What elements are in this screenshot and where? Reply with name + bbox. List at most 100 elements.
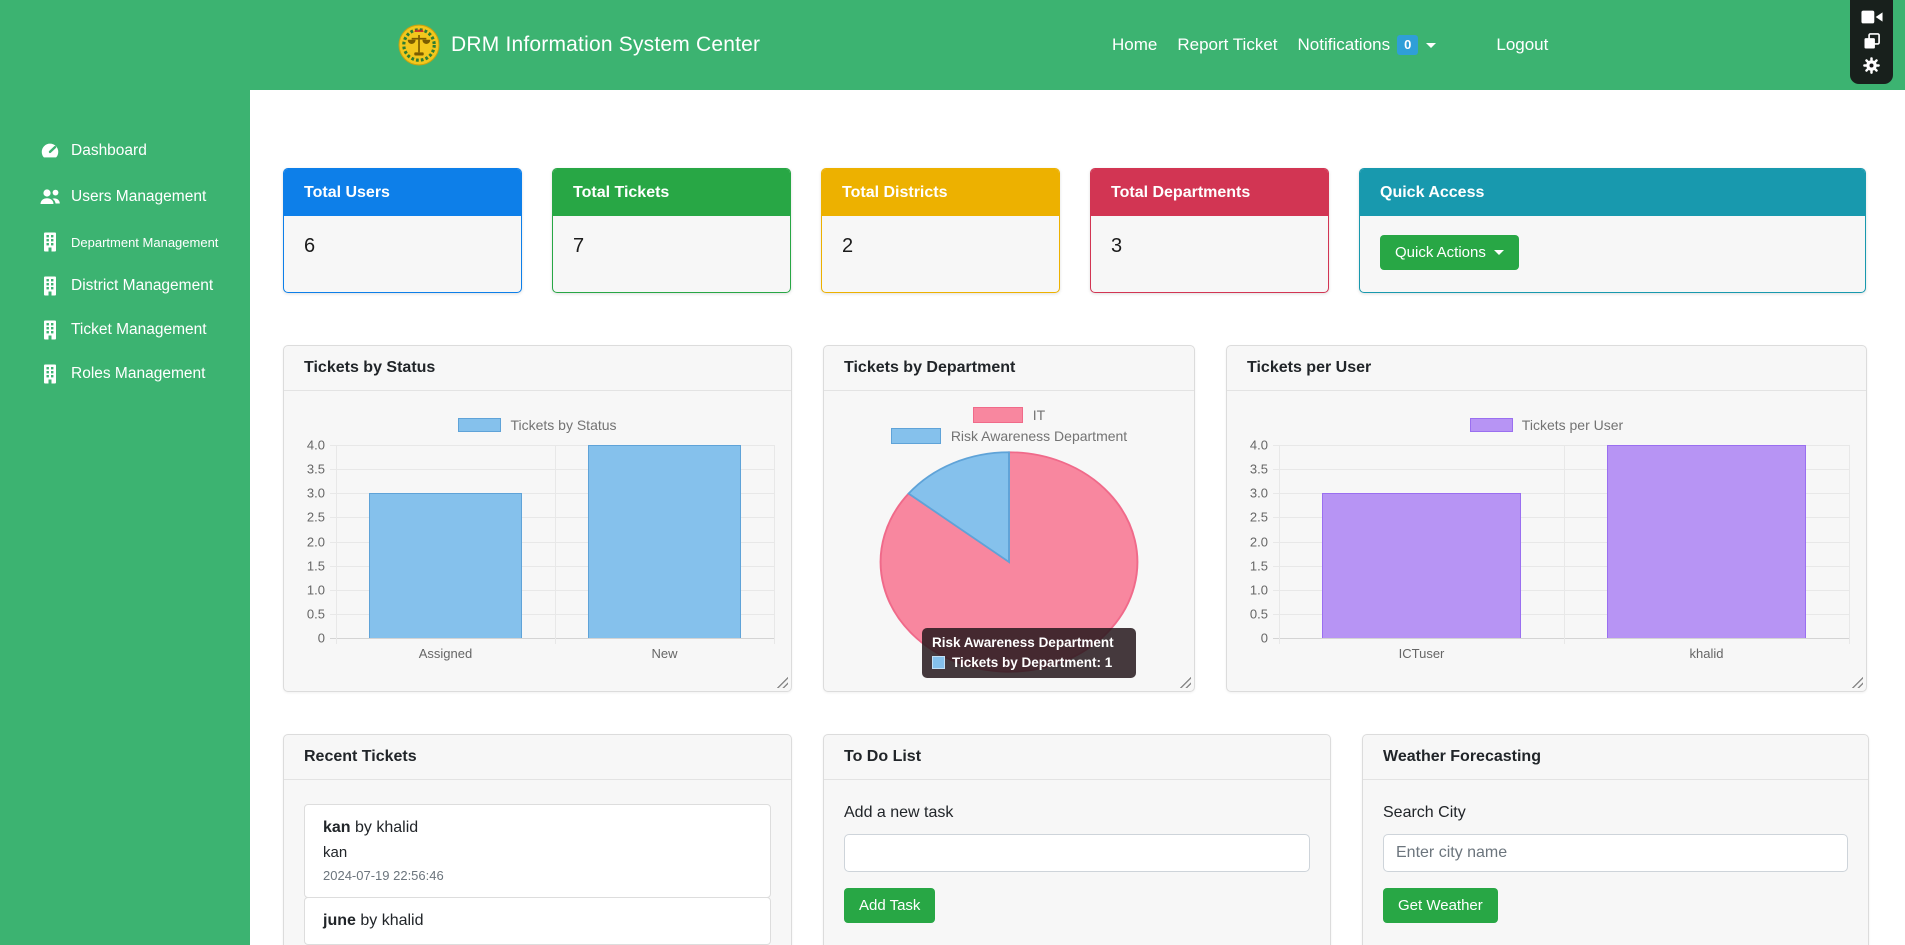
sidebar: Menu Dashboard Users Manage — [0, 0, 250, 945]
bar-New[interactable] — [587, 445, 742, 638]
sidebar-item-users-management[interactable]: Users Management — [0, 174, 250, 220]
y-tick-label: 1.0 — [306, 582, 325, 598]
y-axis: 4.0 3.5 3.0 2.5 2.0 1.5 1.0 0.5 0 — [284, 438, 336, 646]
bar-ICTuser[interactable] — [1321, 493, 1522, 638]
quick-access-title: Quick Access — [1360, 169, 1865, 216]
y-axis: 4.0 3.5 3.0 2.5 2.0 1.5 1.0 0.5 0 — [1227, 438, 1279, 646]
y-tick-label: 4.0 — [306, 437, 325, 453]
sidebar-item-label: District Management — [71, 277, 214, 294]
y-tick-label: 1.0 — [1249, 582, 1268, 598]
ticket-by: by khalid — [360, 912, 424, 929]
x-tick-label: New — [651, 646, 678, 661]
new-task-input[interactable] — [844, 834, 1310, 872]
sidebar-item-department-management[interactable]: Department Management — [0, 220, 250, 264]
nav-notifications-dropdown[interactable]: Notifications 0 — [1298, 35, 1437, 55]
panel-title: Recent Tickets — [284, 735, 791, 780]
chart-legend[interactable]: Tickets per User — [1227, 417, 1866, 433]
add-task-button[interactable]: Add Task — [844, 888, 936, 923]
city-search-input[interactable] — [1383, 834, 1848, 872]
building-icon — [38, 364, 62, 384]
tooltip-title: Risk Awareness Department — [932, 635, 1114, 650]
brand: DRM Information System Center — [398, 0, 760, 90]
y-tick-label: 4.0 — [1249, 437, 1268, 453]
y-tick-label: 2.5 — [1249, 509, 1268, 525]
search-city-label: Search City — [1383, 804, 1466, 821]
tickets-per-user-chart: Tickets per User 4.0 3.5 3.0 2.5 2.0 1.5 1.0 0.… — [1227, 417, 1866, 661]
x-axis-labels: ICTuser khalid — [1279, 646, 1849, 661]
weather-forecasting-panel: Weather Forecasting Search City Get Weat… — [1362, 734, 1869, 945]
resize-handle[interactable] — [775, 675, 788, 688]
charts-row: Tickets by Status Tickets by Status 4.0 3… — [283, 345, 1905, 692]
y-tick-label: 3.0 — [1249, 485, 1268, 501]
settings-gear-icon[interactable] — [1861, 55, 1882, 76]
bar-khalid[interactable] — [1606, 445, 1807, 638]
chevron-down-icon — [1493, 250, 1504, 255]
widgets-row: Recent Tickets kan by khalid kan 2024-07… — [283, 734, 1905, 945]
panel-title: Weather Forecasting — [1363, 735, 1868, 780]
building-icon — [38, 232, 62, 252]
resize-handle[interactable] — [1850, 675, 1863, 688]
gridline — [1273, 445, 1849, 446]
gridline — [1273, 565, 1849, 567]
sidebar-item-label: Department Management — [71, 234, 219, 250]
gridline — [1273, 469, 1849, 471]
y-tick-label: 2.5 — [306, 509, 325, 525]
legend-label: Tickets per User — [1521, 417, 1624, 433]
stat-card-value: 3 — [1111, 235, 1123, 257]
y-tick-label: 3.5 — [306, 461, 325, 477]
stat-card-title: Total Districts — [822, 169, 1059, 216]
notifications-count-badge: 0 — [1397, 35, 1419, 55]
gridline — [1273, 589, 1849, 591]
sidebar-item-label: Ticket Management — [71, 321, 207, 338]
gridline — [1279, 445, 1280, 644]
y-tick-label: 0 — [1260, 630, 1268, 646]
get-weather-button[interactable]: Get Weather — [1383, 888, 1498, 923]
stat-card-total-districts: Total Districts 2 — [821, 168, 1060, 293]
plot-area — [330, 445, 775, 644]
add-task-label: Add a new task — [844, 804, 954, 821]
chart-legend: IT Risk Awareness Department — [824, 407, 1194, 444]
legend-swatch — [972, 407, 1023, 423]
stat-card-total-departments: Total Departments 3 — [1090, 168, 1329, 293]
legend-swatch — [890, 428, 941, 444]
sidebar-item-roles-management[interactable]: Roles Management — [0, 352, 250, 396]
chart-legend[interactable]: Tickets by Status — [284, 417, 791, 433]
panel-title: To Do List — [824, 735, 1330, 780]
copy-windows-icon[interactable] — [1862, 31, 1882, 51]
sidebar-item-dashboard[interactable]: Dashboard — [0, 128, 250, 174]
main-content: Total Users 6 Total Tickets 7 Total Dist… — [250, 90, 1905, 945]
chart-tooltip: Risk Awareness Department Tickets by Dep… — [922, 628, 1136, 678]
video-camera-icon[interactable] — [1860, 8, 1883, 26]
y-tick-label: 0.5 — [306, 606, 325, 622]
resize-handle[interactable] — [1178, 675, 1191, 688]
gridline — [330, 517, 774, 519]
legend-label: IT — [1032, 407, 1046, 423]
plot-area — [1273, 445, 1850, 644]
y-tick-label: 0.5 — [1249, 606, 1268, 622]
nav-report-ticket[interactable]: Report Ticket — [1177, 35, 1278, 54]
quick-access-card: Quick Access Quick Actions — [1359, 168, 1866, 293]
legend-item[interactable]: Risk Awareness Department — [890, 428, 1127, 444]
ticket-by: by khalid — [355, 819, 419, 836]
gridline — [1273, 541, 1849, 543]
gridline — [1849, 445, 1850, 644]
nav-home[interactable]: Home — [1112, 35, 1158, 54]
bar-Assigned[interactable] — [368, 493, 523, 638]
pie-slice-Risk Awareness Department[interactable] — [907, 451, 1010, 564]
legend-item[interactable]: IT — [972, 407, 1046, 423]
panel-title: Tickets per User — [1227, 346, 1866, 391]
quick-actions-button[interactable]: Quick Actions — [1380, 235, 1519, 270]
y-tick-label: 2.0 — [306, 534, 325, 549]
tickets-by-status-chart: Tickets by Status 4.0 3.5 3.0 2.5 2.0 1.5 1.0 0… — [284, 417, 791, 661]
x-tick-label: khalid — [1689, 646, 1724, 661]
sidebar-item-district-management[interactable]: District Management — [0, 264, 250, 308]
ticket-list-item: kan by khalid kan 2024-07-19 22:56:46 — [304, 804, 771, 898]
gridline — [330, 469, 774, 471]
legend-swatch — [1469, 418, 1513, 432]
top-nav: Home Report Ticket Notifications 0 Logou… — [1112, 0, 1548, 90]
stat-card-value: 6 — [304, 235, 316, 257]
nav-logout[interactable]: Logout — [1496, 35, 1549, 54]
sidebar-item-ticket-management[interactable]: Ticket Management — [0, 308, 250, 352]
todo-list-panel: To Do List Add a new task Add Task — [823, 734, 1331, 945]
dashboard-gauge-icon — [38, 140, 62, 162]
